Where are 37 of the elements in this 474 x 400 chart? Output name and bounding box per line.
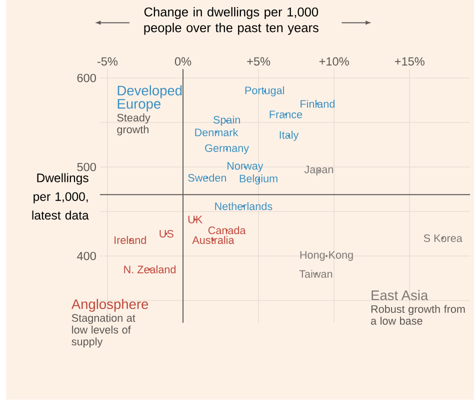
data-label: Netherlands [215,202,272,210]
text: East Asia [372,290,428,300]
y-tick-label: 600 [77,74,96,82]
x-tick-label: -5% [97,57,118,66]
data-label: Ireland [114,236,146,244]
data-label: US [160,230,174,238]
data-label: Australia [192,236,234,244]
text: Anglosphere [71,299,148,312]
annotation: Stagnation at low levels of supply [72,314,136,348]
y-tick-label: 400 [77,252,96,260]
data-label: Taiwan [299,270,332,278]
data-label: Germany [205,144,250,154]
data-label: Canada [208,226,246,234]
y-axis-title: Dwellings per 1,000, latest data [32,173,89,220]
data-label: Spain [213,116,240,126]
data-label: Norway [228,162,264,172]
data-label: S Korea [424,234,462,242]
data-label: Portugal [245,86,284,96]
data-label: Sweden [188,174,226,182]
annotation: Robust growth from a low base [371,305,465,325]
data-label: Denmark [195,128,238,136]
data-label: France [270,110,302,118]
data-label: Finland [300,100,334,108]
data-label: Belgium [240,174,278,185]
data-label: UK [188,216,202,224]
data-label: N. Zealand [124,266,176,274]
data-label: Japan [304,166,333,176]
annotation: Steady growth [117,114,150,136]
data-label: Hong Kong [300,251,353,261]
x-axis-title: Change in dwellings per 1,000 people over the past ten years [144,7,318,35]
x-tick-label: +10% [319,57,349,66]
y-tick-label: 500 [77,162,96,172]
text: Developed Europe [118,85,182,112]
x-tick-label: 0% [174,57,192,66]
data-label: Italy [280,130,299,141]
x-tick-label: +15% [394,57,424,66]
x-tick-label: +5% [247,57,270,66]
